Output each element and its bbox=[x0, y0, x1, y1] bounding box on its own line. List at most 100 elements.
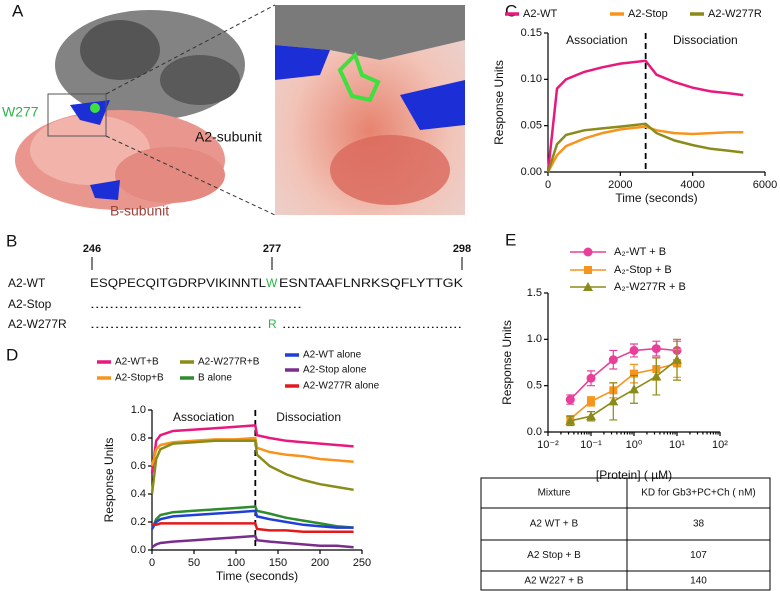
y-tick-label: 0.5 bbox=[527, 380, 542, 392]
y-axis-title: Response Units bbox=[492, 60, 506, 145]
series-line bbox=[152, 522, 354, 534]
protein-structure bbox=[15, 10, 245, 210]
position-label: 298 bbox=[453, 243, 471, 255]
sequence: R bbox=[268, 317, 277, 331]
marker bbox=[608, 396, 619, 406]
legend-label: A2-WT+B bbox=[115, 357, 159, 368]
x-tick-label: 10² bbox=[712, 439, 728, 451]
marker bbox=[586, 411, 596, 421]
x-tick-label: 4000 bbox=[680, 179, 704, 191]
x-tick-label: 2000 bbox=[608, 179, 632, 191]
series-line bbox=[150, 505, 354, 530]
marker bbox=[565, 395, 575, 405]
series-line bbox=[150, 509, 354, 530]
sequence: ........................................ bbox=[282, 317, 462, 331]
x-tick-label: 10⁻² bbox=[537, 439, 559, 451]
table-cell: A2 W227 + B bbox=[524, 576, 584, 587]
position-label: 277 bbox=[263, 243, 281, 255]
marker bbox=[586, 373, 596, 383]
marker bbox=[587, 397, 595, 406]
series-line bbox=[546, 122, 744, 173]
panel-label: C bbox=[505, 1, 517, 20]
y-tick-label: 0.00 bbox=[521, 166, 542, 178]
series-line bbox=[546, 125, 744, 173]
marker bbox=[583, 282, 593, 291]
panel-label: A bbox=[12, 1, 24, 20]
x-tick-label: 200 bbox=[311, 557, 329, 569]
sequence: ESQPECQITGDRPVIKINNTL bbox=[90, 276, 266, 290]
table-cell: A2 Stop + B bbox=[527, 550, 581, 561]
x-axis-title: Time (seconds) bbox=[216, 569, 298, 583]
y-tick-label: 1.0 bbox=[131, 404, 146, 416]
annotation: Association bbox=[566, 33, 627, 47]
table-border bbox=[480, 477, 771, 591]
series-line bbox=[150, 439, 354, 495]
y-tick-label: 0.4 bbox=[131, 488, 146, 500]
legend-label: A2-WT bbox=[523, 8, 558, 20]
sequence-name: A2-W277R bbox=[8, 317, 67, 331]
x-tick-label: 10¹ bbox=[669, 439, 685, 451]
table-cell: 140 bbox=[690, 576, 707, 587]
x-tick-label: 10⁰ bbox=[626, 439, 643, 451]
legend-label: A2-Stop alone bbox=[303, 365, 367, 376]
legend-label: B alone bbox=[198, 373, 232, 384]
subunit-label: A2-subunit bbox=[195, 129, 262, 145]
legend-label: A2-W277R alone bbox=[303, 381, 380, 392]
x-tick-label: 250 bbox=[353, 557, 371, 569]
x-tick-label: 0 bbox=[545, 179, 551, 191]
y-tick-label: 1.0 bbox=[527, 333, 542, 345]
table-cell: 107 bbox=[690, 550, 707, 561]
inset-structure bbox=[275, 5, 465, 215]
series-line bbox=[150, 424, 354, 474]
legend-label: A₂-W277R + B bbox=[614, 281, 686, 293]
y-tick-label: 0.0 bbox=[527, 426, 542, 438]
legend-label: A₂-Stop + B bbox=[614, 264, 672, 276]
legend-label: A₂-WT + B bbox=[614, 246, 666, 258]
x-tick-label: 100 bbox=[227, 557, 245, 569]
y-tick-label: 1.5 bbox=[527, 287, 542, 299]
sequence: ESNTAAFLNRKSQFLYTTGK bbox=[279, 276, 463, 290]
x-tick-label: 50 bbox=[188, 557, 200, 569]
y-tick-label: 0.6 bbox=[131, 460, 146, 472]
sequence: W bbox=[266, 276, 278, 290]
marker bbox=[630, 369, 638, 378]
annotation: Dissociation bbox=[673, 33, 738, 47]
y-tick-label: 0.8 bbox=[131, 432, 146, 444]
x-tick-label: 150 bbox=[269, 557, 287, 569]
sequence-name: A2-WT bbox=[8, 276, 46, 290]
subunit-label: B-subunit bbox=[110, 203, 169, 219]
marker bbox=[651, 371, 662, 381]
series-line bbox=[570, 359, 678, 422]
x-tick-label: 0 bbox=[149, 557, 155, 569]
zoom-line bbox=[105, 4, 276, 95]
table-cell: A2 WT + B bbox=[530, 519, 579, 530]
x-tick-label: 6000 bbox=[753, 179, 777, 191]
marker bbox=[565, 415, 576, 425]
annotation: Dissociation bbox=[276, 410, 341, 424]
legend-label: A2-Stop bbox=[628, 8, 668, 20]
residue-label: W277 bbox=[2, 104, 39, 120]
marker bbox=[584, 266, 592, 274]
legend-label: A2-W277R+B bbox=[198, 357, 260, 368]
x-axis-title: Time (seconds) bbox=[615, 191, 697, 205]
y-tick-label: 0.10 bbox=[521, 73, 542, 85]
panel-label: E bbox=[505, 230, 516, 249]
marker bbox=[583, 247, 593, 257]
series-line bbox=[151, 534, 354, 549]
legend-label: A2-Stop+B bbox=[115, 373, 164, 384]
table-header: KD for Gb3+PC+Ch ( nM) bbox=[641, 488, 755, 499]
sequence-name: A2-Stop bbox=[8, 297, 52, 311]
series-line bbox=[150, 436, 354, 467]
annotation: Association bbox=[173, 410, 234, 424]
x-axis-title: [Protein] ( µM) bbox=[596, 468, 672, 482]
legend-label: A2-W277R bbox=[708, 8, 762, 20]
marker bbox=[672, 354, 682, 364]
marker bbox=[608, 355, 618, 365]
y-tick-label: 0.05 bbox=[521, 120, 542, 132]
sequence: ................................... bbox=[90, 317, 262, 331]
y-axis-title: Response Units bbox=[102, 438, 116, 523]
y-tick-label: 0.2 bbox=[131, 516, 146, 528]
table-header: Mixture bbox=[538, 488, 571, 499]
legend-label: A2-WT alone bbox=[303, 350, 362, 361]
